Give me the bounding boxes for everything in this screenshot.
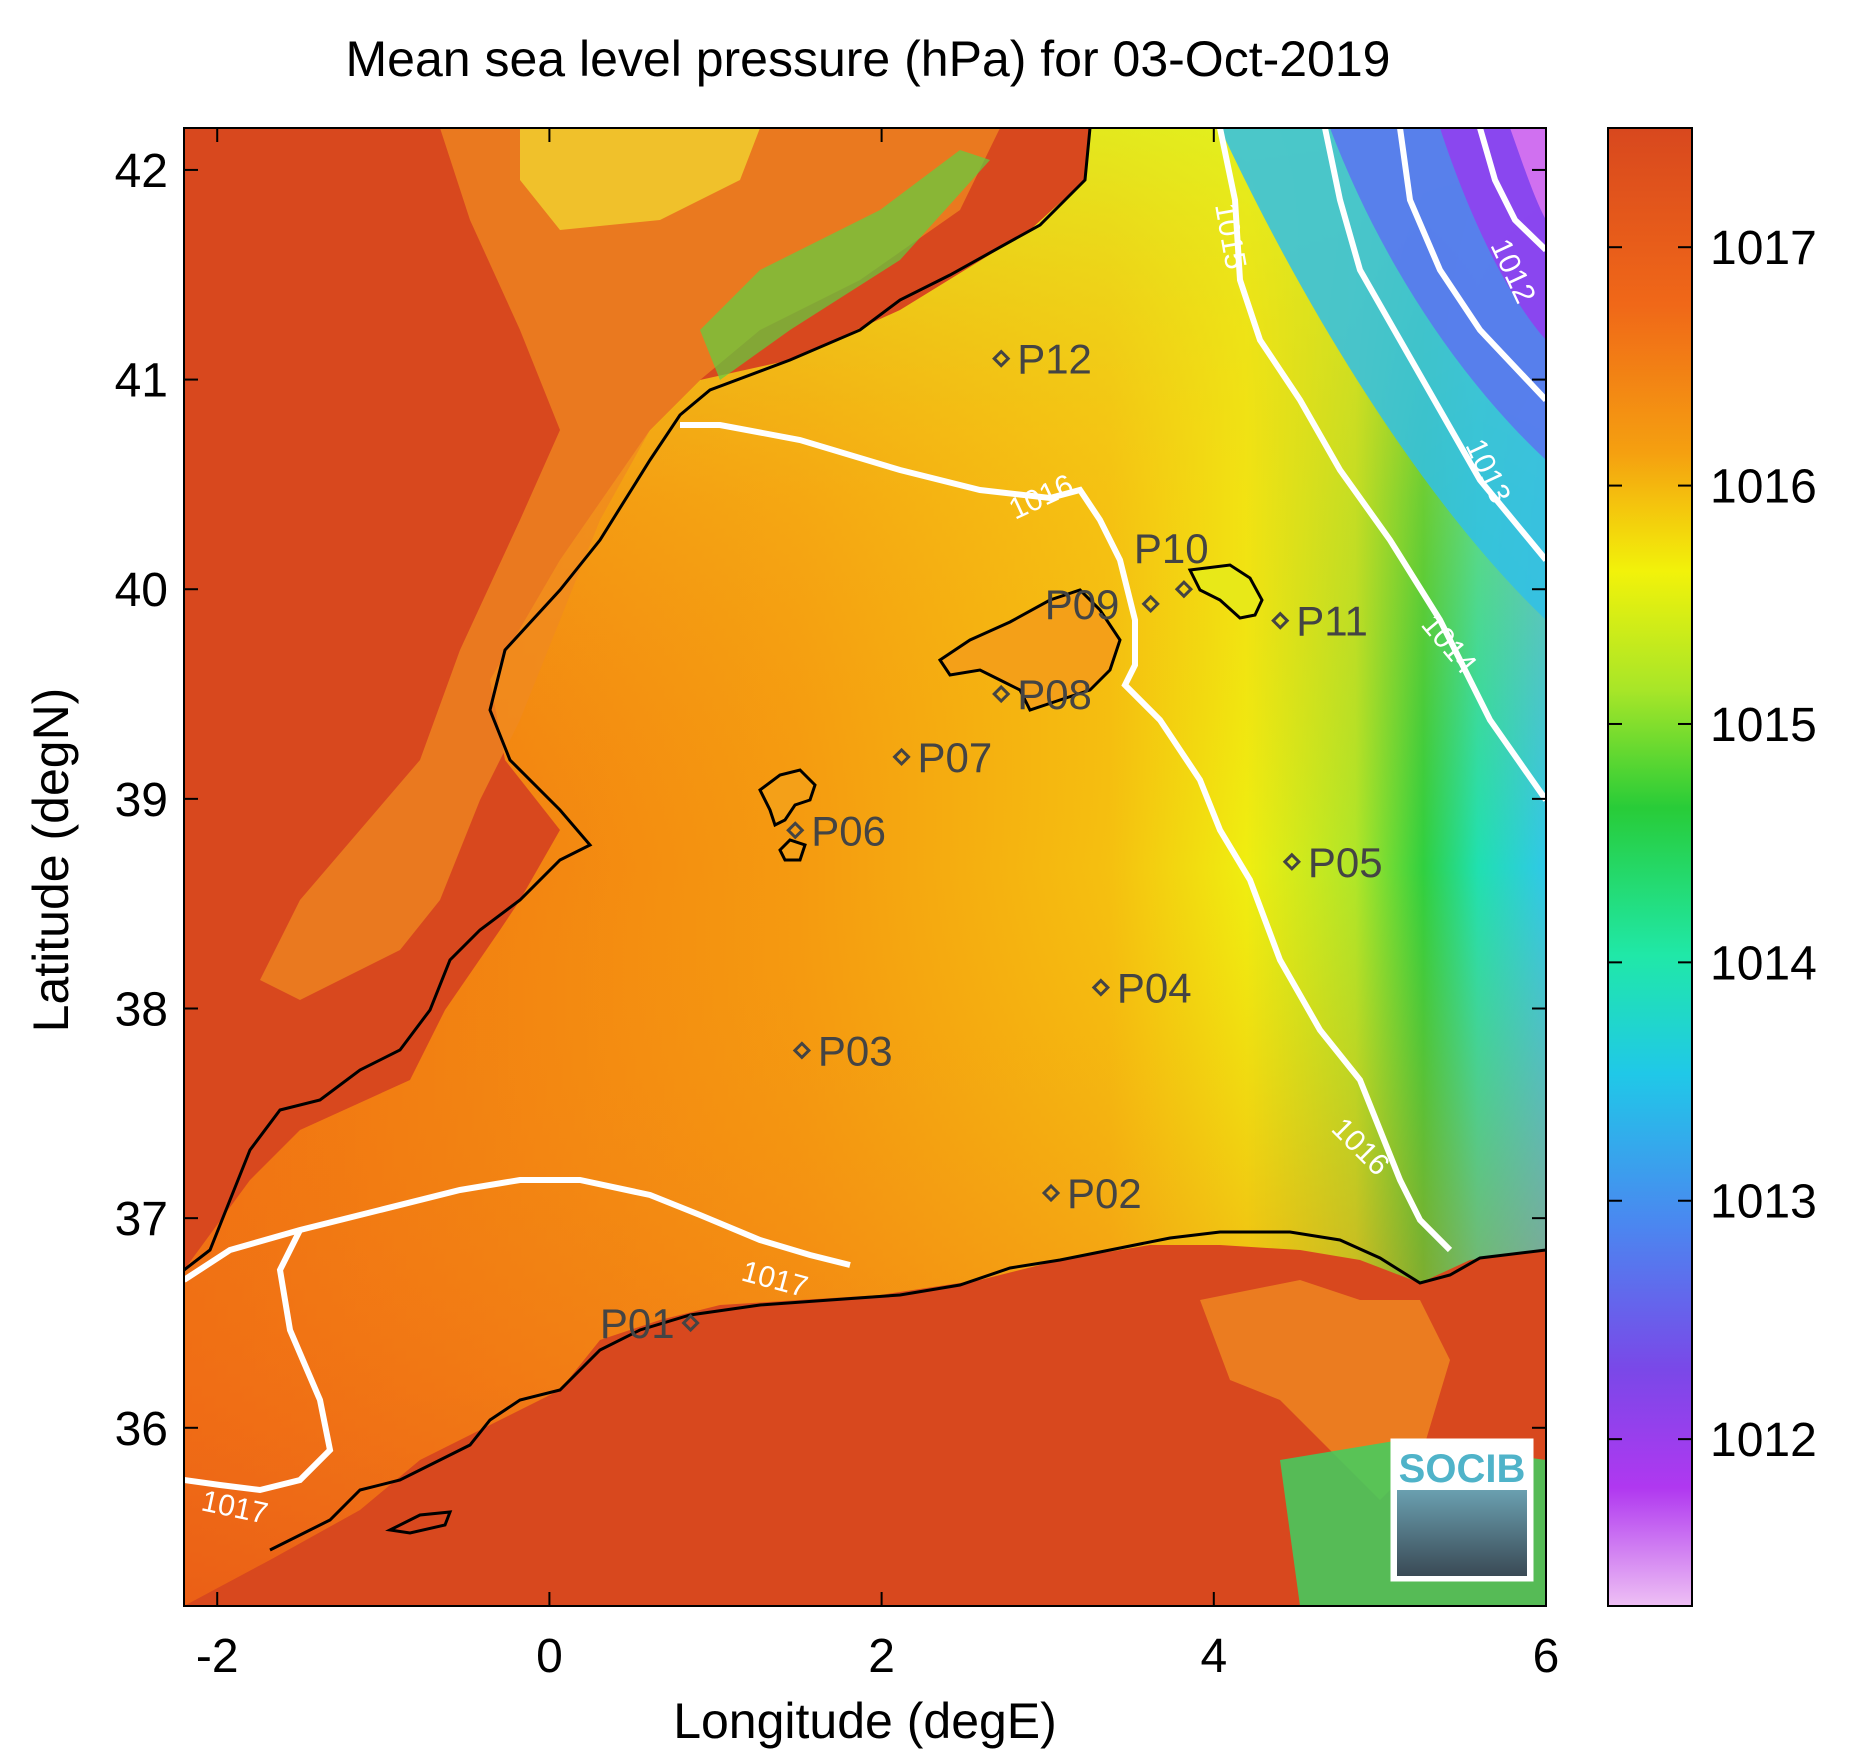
y-axis-ticks: 42 41 40 39 38 37 36 — [115, 145, 1546, 1456]
station-marker — [1271, 611, 1290, 630]
colorbar-tick-label: 1017 — [1710, 222, 1817, 275]
socib-logo: SOCIB — [1390, 1438, 1534, 1582]
x-tick-label: 6 — [1533, 1630, 1560, 1683]
station-label: P07 — [918, 734, 993, 781]
small-island-west — [385, 1510, 453, 1535]
contour-1017-north — [184, 1177, 851, 1283]
station-marker — [892, 747, 911, 767]
iberian-coastline — [184, 128, 1092, 1272]
y-tick-label: 42 — [115, 145, 168, 198]
map-frame — [183, 127, 1547, 1607]
contour-1012 — [1477, 128, 1546, 253]
x-tick-label: -2 — [196, 1630, 239, 1683]
station-marker — [1141, 594, 1160, 614]
colorbar-tick-label: 1016 — [1710, 461, 1817, 514]
station-label: P04 — [1117, 965, 1192, 1012]
station-marker — [1041, 1183, 1061, 1203]
africa-land — [184, 1245, 1546, 1606]
land-pyrenees — [520, 128, 760, 230]
colorbar-tick-label: 1014 — [1710, 937, 1817, 990]
x-tick-label: 2 — [868, 1630, 895, 1683]
station-label: P01 — [600, 1300, 675, 1347]
contour-1017-south — [184, 1228, 334, 1494]
y-tick-label: 40 — [115, 564, 168, 617]
island-mallorca — [937, 588, 1122, 712]
station-marker — [792, 1041, 812, 1060]
x-tick-label: 0 — [536, 1630, 563, 1683]
colorbar-tick-label: 1012 — [1710, 1414, 1817, 1467]
low-zone-4 — [1510, 128, 1546, 220]
y-tick-label: 36 — [115, 1403, 168, 1456]
chart-title: Mean sea level pressure (hPa) for 03-Oct… — [346, 31, 1391, 87]
station-label: P05 — [1308, 839, 1383, 886]
y-tick-label: 38 — [115, 984, 168, 1037]
land-highlands — [260, 128, 1000, 1000]
x-axis-label: Longitude (degE) — [673, 1693, 1057, 1749]
island-formentera — [778, 838, 807, 862]
iberian-land — [184, 128, 1090, 1270]
island-ibiza — [758, 768, 817, 828]
colorbar-ticks: 1017 1016 1015 1014 1013 1012 — [1608, 222, 1817, 1467]
station-marker — [992, 684, 1011, 704]
africa-coastline — [269, 1230, 1546, 1552]
x-tick-label: 4 — [1200, 1630, 1227, 1683]
station-label: P06 — [811, 807, 886, 854]
island-menorca — [1187, 563, 1264, 620]
station-points: P01 P02 P03 P04 P05 P06 P07 P08 P09 P10 P11 P12 — [600, 336, 1383, 1347]
station-label: P09 — [1045, 581, 1120, 628]
x-axis-ticks: -2 0 2 4 6 — [196, 128, 1559, 1683]
station-label: P10 — [1134, 525, 1209, 572]
y-tick-label: 41 — [115, 355, 168, 408]
contour-1014 — [1322, 128, 1546, 562]
station-label: P12 — [1017, 336, 1092, 383]
ebro-valley — [700, 150, 990, 380]
map-area: 1017 1017 1016 1016 1015 1014 1013 1012 … — [184, 128, 1546, 1606]
contour-1016 — [680, 422, 1453, 1253]
y-tick-label: 39 — [115, 774, 168, 827]
colorbar-tick-label: 1013 — [1710, 1176, 1817, 1229]
station-label: P08 — [1017, 671, 1092, 718]
socib-logo-text: SOCIB — [1399, 1447, 1526, 1491]
station-marker — [1091, 978, 1110, 997]
contour-1015 — [1217, 128, 1546, 802]
station-marker — [992, 349, 1011, 368]
station-marker — [786, 821, 805, 840]
station-marker — [681, 1313, 700, 1333]
station-marker — [1174, 580, 1194, 599]
y-axis-label: Latitude (degN) — [23, 688, 79, 1033]
colorbar — [1607, 127, 1693, 1607]
contour-1013 — [1397, 128, 1546, 403]
colorbar-tick-label: 1015 — [1710, 699, 1817, 752]
y-tick-label: 37 — [115, 1193, 168, 1246]
low-zone-3 — [1440, 128, 1546, 340]
station-label: P02 — [1067, 1170, 1142, 1217]
station-label: P11 — [1296, 598, 1368, 645]
station-marker — [1282, 852, 1301, 871]
station-label: P03 — [818, 1027, 893, 1074]
